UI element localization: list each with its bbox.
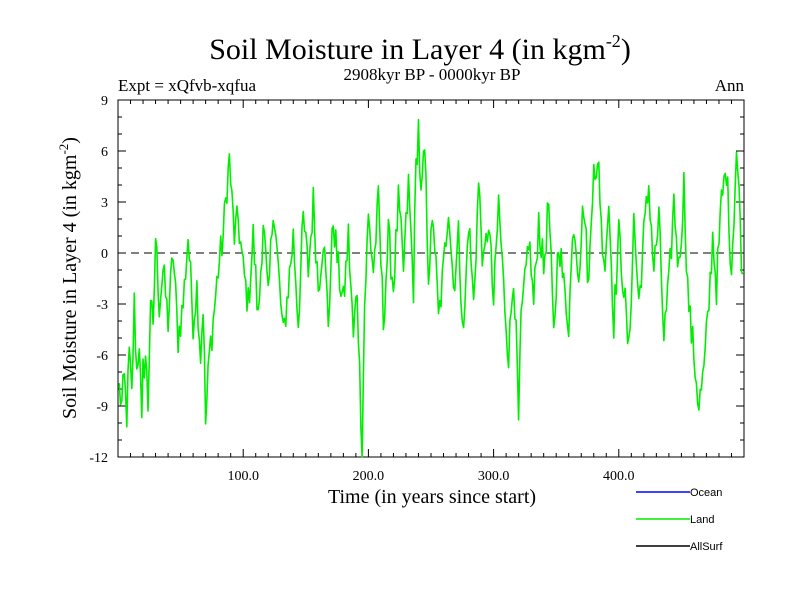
x-axis-label: Time (in years since start) [328,486,536,508]
experiment-label: Expt = xQfvb-xqfua [118,76,256,95]
y-tick-label: -12 [89,451,108,466]
series-group [118,118,744,458]
x-tick-label: 300.0 [478,469,510,484]
season-label: Ann [715,76,745,95]
x-tick-label: 100.0 [227,469,259,484]
ticks-group: 9 6 3 0 -3 -6 -9 -12 100.0 200.0 300.0 400.0 [89,94,744,484]
plot-frame [117,99,745,458]
legend-label: Land [690,514,714,526]
period-label: 2908kyr BP - 0000kyr BP [344,65,521,84]
y-tick-label: -3 [96,298,108,313]
y-tick-label: -9 [96,400,108,415]
legend-label: AllSurf [690,541,723,553]
series-line-land [118,118,744,458]
x-tick-label: 200.0 [353,469,385,484]
y-tick-label: 3 [101,196,108,211]
chart-title: Soil Moisture in Layer 4 (in kgm-2) [209,31,631,66]
y-tick-label: 0 [101,247,108,262]
legend: Ocean Land AllSurf [636,487,723,553]
y-tick-label: 6 [101,145,108,160]
y-axis-label: Soil Moisture in Layer 4 (in kgm-2) [56,137,81,419]
y-tick-label: -6 [96,349,108,364]
y-tick-label: 9 [101,94,108,109]
x-tick-label: 400.0 [603,469,635,484]
legend-label: Ocean [690,487,722,499]
